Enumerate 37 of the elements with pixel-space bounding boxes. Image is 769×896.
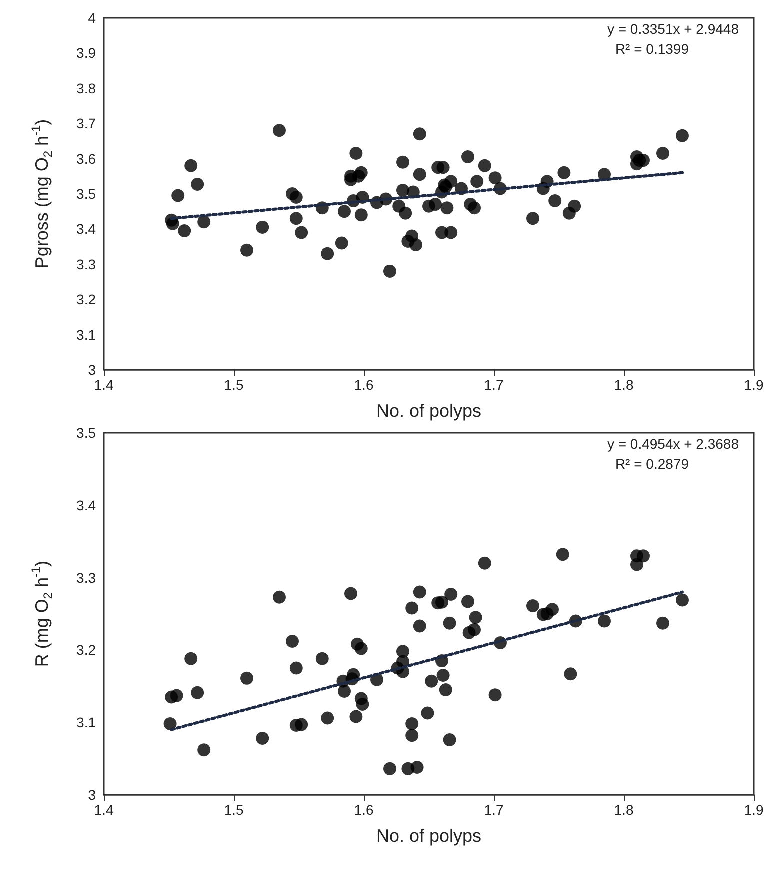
- y-tick-label: 3.2: [76, 292, 96, 308]
- y-tick-label: 3.1: [76, 714, 96, 731]
- x-tick-label: 1.4: [94, 377, 114, 393]
- x-tick-label: 1.9: [744, 377, 764, 393]
- x-tick-label: 1.7: [484, 802, 504, 818]
- annotation: R² = 0.1399: [615, 41, 690, 57]
- x-tick-label: 1.5: [224, 802, 244, 818]
- y-tick-label: 3.5: [76, 186, 96, 202]
- y-tick-label: 3.3: [76, 256, 96, 272]
- annotation: R² = 0.2879: [615, 456, 690, 472]
- annotation: y = 0.3351x + 2.9448: [607, 21, 740, 37]
- annotation: y = 0.4954x + 2.3688: [607, 436, 740, 452]
- y-tick-label: 3.2: [76, 642, 96, 658]
- x-tick-label: 1.4: [94, 802, 114, 818]
- x-tick-label: 1.6: [354, 377, 374, 393]
- y-tick-label: 3.7: [76, 116, 96, 132]
- y-tick-label: 3.4: [76, 497, 96, 514]
- y-axis-title: R (mg O2 h-1): [29, 560, 55, 668]
- x-tick-label: 1.6: [354, 802, 374, 818]
- y-tick-label: 3.6: [76, 150, 96, 167]
- y-tick-label: 4: [88, 10, 96, 26]
- x-tick-label: 1.8: [614, 802, 634, 818]
- x-tick-label: 1.7: [484, 377, 504, 393]
- y-axis-title: Pgross (mg O2 h-1): [29, 119, 55, 269]
- x-tick-label: 1.9: [744, 802, 764, 818]
- y-tick-label: 3.9: [76, 45, 96, 62]
- y-tick-label: 3.8: [76, 80, 96, 96]
- y-tick-label: 3.3: [76, 570, 96, 586]
- x-axis-title: No. of polyps: [376, 826, 482, 846]
- y-tick-label: 3.1: [76, 326, 96, 343]
- x-tick-label: 1.8: [614, 377, 634, 393]
- y-tick-label: 3.5: [76, 425, 96, 441]
- y-tick-label: 3: [88, 787, 96, 803]
- y-tick-label: 3.4: [76, 221, 96, 238]
- x-axis-title: No. of polyps: [376, 401, 482, 421]
- x-tick-label: 1.5: [224, 377, 244, 393]
- y-tick-label: 3: [88, 362, 96, 378]
